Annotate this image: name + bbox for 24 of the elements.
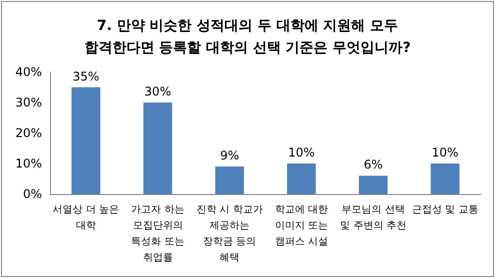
x-tick-label: 학교에 대한 이미지 또는 캠퍼스 시설 <box>274 204 328 248</box>
data-label: 10% <box>432 146 458 160</box>
chart-title: 7. 만약 비슷한 성적대의 두 대학에 지원해 모두 합격한다면 등록할 대학의 선택 기준은 무엇입니까? <box>84 18 411 56</box>
bar <box>430 164 460 194</box>
data-label: 10% <box>288 146 315 160</box>
data-label: 35% <box>72 69 100 84</box>
data-label: 30% <box>144 84 172 98</box>
x-tick-label: 서열상 더 높은 대학 <box>52 204 120 232</box>
x-tick-label: 진학 시 학교가 제공하는 장학금 등의 혜택 <box>196 204 263 264</box>
y-tick-label: 30% <box>15 96 42 110</box>
x-tick-label: 근접성 및 교통 <box>412 204 478 216</box>
x-tick-label: 가고자 하는 모집단위의 특성화 또는 취업률 <box>131 204 184 264</box>
bar <box>72 87 100 194</box>
bar <box>358 176 388 194</box>
x-tick-label: 부모님의 선택 및 주변의 추천 <box>340 204 406 232</box>
y-tick-label: 10% <box>15 156 42 170</box>
data-label: 9% <box>220 148 240 163</box>
bar <box>215 166 244 194</box>
y-tick-label: 40% <box>15 65 42 79</box>
y-tick-label: 0% <box>22 187 42 201</box>
bar <box>143 102 172 194</box>
data-label: 6% <box>364 158 383 172</box>
y-tick-label: 20% <box>15 126 42 140</box>
bar <box>287 164 316 194</box>
